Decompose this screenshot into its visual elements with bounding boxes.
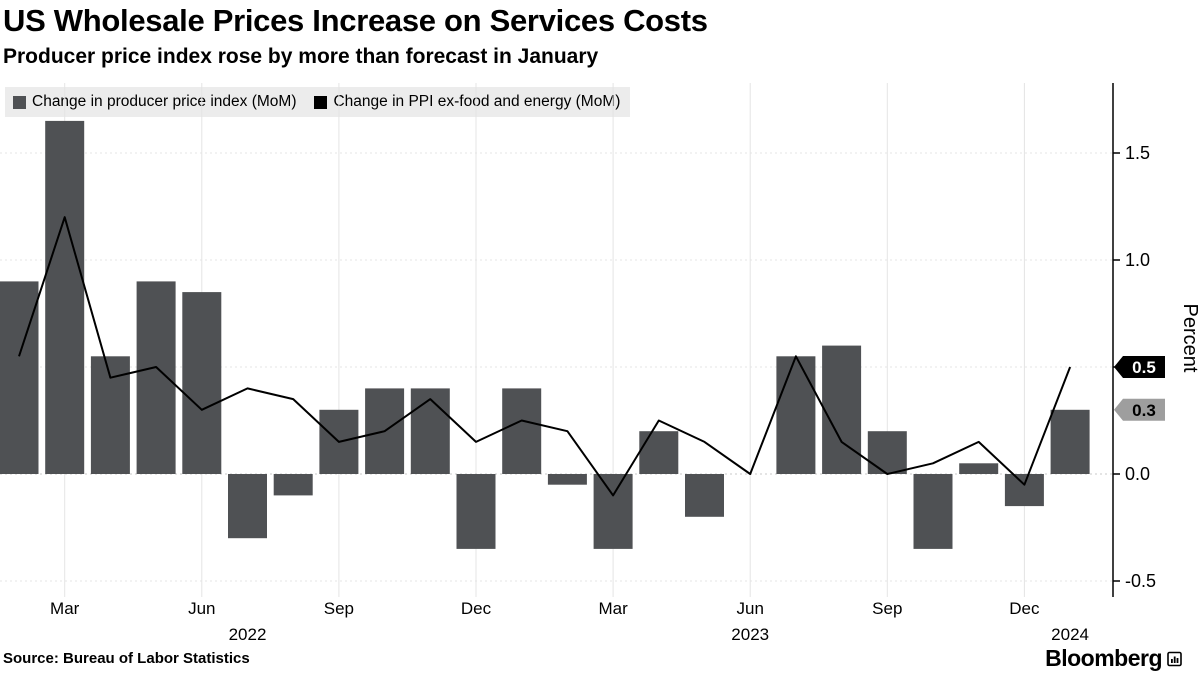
bloomberg-wordmark: Bloomberg bbox=[1045, 645, 1162, 671]
ppi-bar bbox=[456, 474, 496, 549]
ppi-bar bbox=[867, 431, 907, 474]
y-axis-tick-label: 1.5 bbox=[1125, 143, 1150, 163]
x-axis-month-label: Jun bbox=[736, 599, 763, 618]
legend-item: Change in producer price index (MoM) bbox=[5, 87, 306, 117]
ppi-bar bbox=[1050, 409, 1090, 474]
x-axis-month-label: Dec bbox=[1009, 599, 1040, 618]
y-axis-tick-label: -0.5 bbox=[1125, 571, 1156, 591]
ppi-bar bbox=[1004, 474, 1044, 507]
ppi-bar bbox=[547, 474, 587, 485]
chart-subtitle: Producer price index rose by more than f… bbox=[3, 45, 599, 68]
x-axis-year-label: 2023 bbox=[731, 625, 769, 644]
axis-value-badge bbox=[1114, 356, 1165, 378]
y-axis-tick-label: 1.0 bbox=[1125, 250, 1150, 270]
ppi-bar bbox=[410, 388, 450, 474]
ppi-bar bbox=[502, 388, 542, 474]
core-ppi-line bbox=[18, 216, 1072, 497]
ppi-bar bbox=[685, 474, 724, 517]
ppi-bar bbox=[776, 356, 816, 474]
ppi-bar bbox=[273, 474, 313, 496]
x-axis-year-label: 2024 bbox=[1051, 625, 1089, 644]
x-axis-month-label: Sep bbox=[872, 599, 902, 618]
source-note: Source: Bureau of Labor Statistics bbox=[3, 650, 250, 667]
y-axis-tick-label: 0.0 bbox=[1125, 464, 1150, 484]
ppi-bar bbox=[959, 463, 999, 474]
ppi-bar bbox=[913, 474, 953, 549]
x-axis-year-label: 2022 bbox=[229, 625, 267, 644]
legend-swatch-icon bbox=[13, 95, 26, 109]
legend-swatch-icon bbox=[314, 95, 328, 109]
axis-value-badge-label: 0.5 bbox=[1132, 358, 1156, 377]
chart-legend: Change in producer price index (MoM) Chan… bbox=[5, 87, 631, 117]
ppi-bar bbox=[228, 474, 267, 539]
x-axis-month-label: Jun bbox=[188, 599, 215, 618]
ppi-bar bbox=[639, 431, 679, 474]
chart-title: US Wholesale Prices Increase on Services… bbox=[3, 3, 708, 38]
legend-label: Change in PPI ex-food and energy (MoM) bbox=[333, 93, 621, 110]
x-axis-month-label: Mar bbox=[50, 599, 80, 618]
ppi-bar bbox=[593, 474, 633, 549]
axis-value-badge bbox=[1114, 398, 1165, 421]
ppi-bar bbox=[136, 281, 176, 474]
x-axis-month-label: Mar bbox=[598, 599, 628, 618]
ppi-bar bbox=[182, 292, 222, 474]
ppi-bar bbox=[0, 281, 39, 474]
axis-value-badge-label: 0.3 bbox=[1132, 401, 1156, 420]
x-axis-month-label: Sep bbox=[324, 599, 354, 618]
bloomberg-logo: Bloomberg bbox=[1045, 645, 1182, 672]
x-axis-month-label: Dec bbox=[461, 599, 492, 618]
y-axis-title: Percent bbox=[1179, 304, 1200, 373]
legend-item: Change in PPI ex-food and energy (MoM) bbox=[306, 87, 630, 117]
ppi-bar bbox=[822, 345, 862, 474]
bloomberg-terminal-icon bbox=[1167, 651, 1182, 666]
ppi-bar bbox=[45, 120, 85, 475]
legend-label: Change in producer price index (MoM) bbox=[32, 93, 297, 110]
